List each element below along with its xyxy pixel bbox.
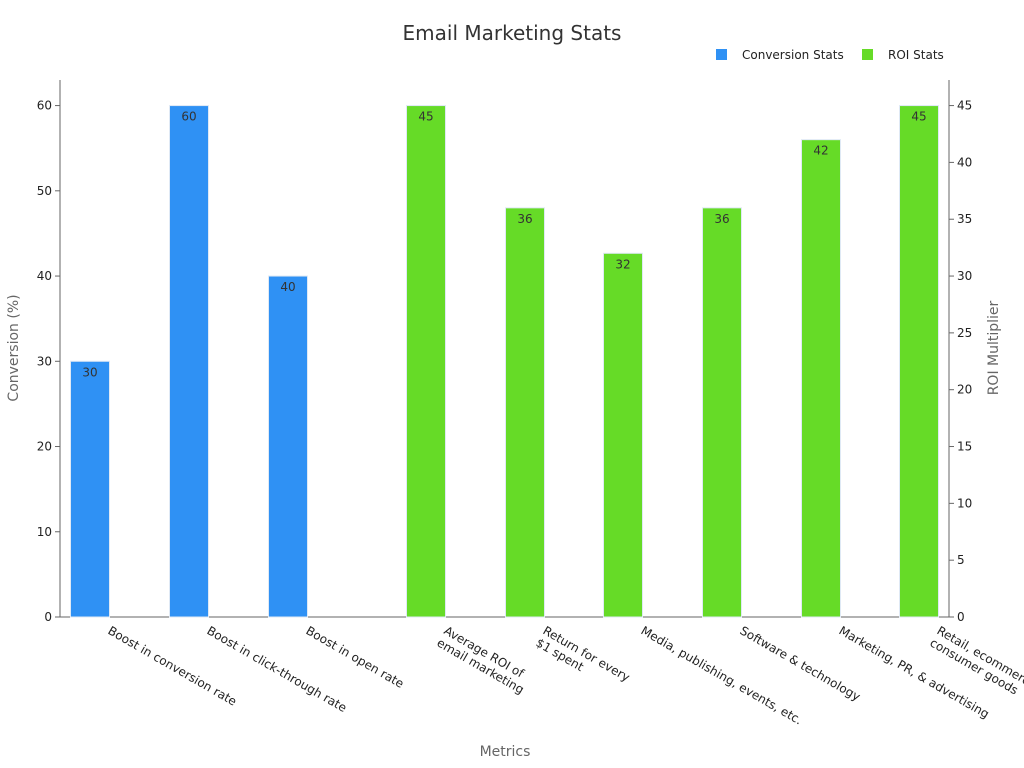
bar-roi <box>801 139 841 618</box>
bar-roi <box>603 252 643 618</box>
y2-tick-label: 15 <box>957 440 972 454</box>
x-category-label: Average ROI ofemail marketing <box>435 623 534 696</box>
chart-title: Email Marketing Stats <box>403 21 622 45</box>
bar-value-label: 60 <box>181 110 196 124</box>
x-axis-title: Metrics <box>480 744 531 760</box>
y2-tick-label: 35 <box>957 212 972 226</box>
bar-value-label: 36 <box>517 212 532 226</box>
bar-value-label: 45 <box>911 110 926 124</box>
legend-label: ROI Stats <box>888 48 944 62</box>
y-axis-title: Conversion (%) <box>6 294 22 401</box>
y2-tick-label: 20 <box>957 383 972 397</box>
left-axis-ticks: 0 10 20 30 40 50 60 <box>37 99 60 624</box>
legend-swatch <box>862 49 873 60</box>
bar-conversion <box>70 360 110 618</box>
legend: Conversion Stats ROI Stats <box>716 48 944 62</box>
right-axis-ticks: 0 5 10 15 20 25 30 35 40 45 <box>949 99 972 624</box>
y2-tick-label: 10 <box>957 496 972 510</box>
y-tick-label: 30 <box>37 354 52 368</box>
bar-conversion <box>268 275 308 618</box>
y-tick-label: 40 <box>37 269 52 283</box>
data-labels: 30 60 40 45 36 32 36 42 45 <box>82 110 926 380</box>
x-category-label: Media, publishing, events, etc. <box>639 623 805 727</box>
bar-value-label: 36 <box>714 212 729 226</box>
bar-roi <box>702 207 742 618</box>
bar-value-label: 30 <box>82 365 97 379</box>
legend-label: Conversion Stats <box>742 48 844 62</box>
y2-tick-label: 45 <box>957 99 972 113</box>
x-category-label: Boost in open rate <box>304 623 407 690</box>
bars <box>70 105 939 618</box>
bar-roi <box>406 105 446 618</box>
y2-tick-label: 40 <box>957 155 972 169</box>
bar-value-label: 42 <box>813 144 828 158</box>
y-tick-label: 10 <box>37 525 52 539</box>
bar-value-label: 32 <box>615 257 630 271</box>
bar-value-label: 40 <box>280 280 295 294</box>
y-tick-label: 0 <box>44 610 52 624</box>
bar-roi <box>505 207 545 618</box>
bar-roi <box>899 105 939 618</box>
bar-conversion <box>169 105 209 618</box>
y2-tick-label: 0 <box>957 610 965 624</box>
y2-tick-label: 25 <box>957 326 972 340</box>
y-tick-label: 20 <box>37 440 52 454</box>
y2-tick-label: 30 <box>957 269 972 283</box>
y-tick-label: 50 <box>37 184 52 198</box>
y2-tick-label: 5 <box>957 553 965 567</box>
x-category-label: Return for every$1 spent <box>534 623 633 696</box>
bar-value-label: 45 <box>418 110 433 124</box>
y2-axis-title: ROI Multiplier <box>986 300 1002 395</box>
y-tick-label: 60 <box>37 99 52 113</box>
legend-swatch <box>716 49 727 60</box>
